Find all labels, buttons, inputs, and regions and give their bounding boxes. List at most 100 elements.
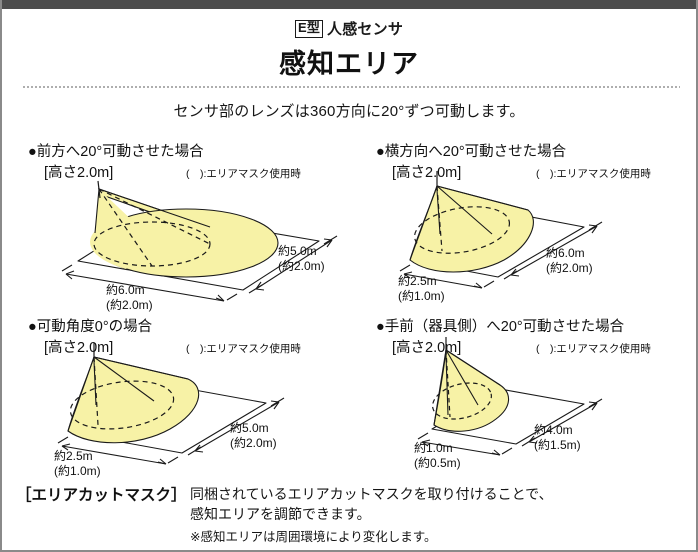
diagram-toward-fixture-20	[417, 337, 603, 456]
panel-title: ●横方向へ20°可動させた場合	[376, 144, 567, 160]
dim-tick-front-a	[61, 264, 73, 272]
cone-edge-mid	[93, 356, 155, 402]
panel-sideways-20: ●横方向へ20°可動させた場合 [高さ2.0m] ( ):エリアマスク使用時	[354, 138, 696, 313]
dim-side-label: 約6.0m (約2.0m)	[546, 246, 593, 275]
dim-tick-front-b	[226, 293, 238, 301]
cone-edge-right	[436, 185, 529, 211]
dim-line-front	[421, 441, 501, 456]
cone-wall-edge-left	[94, 188, 100, 234]
panel-mask-note: ( ):エリアマスク使用時	[186, 343, 301, 355]
dim-arrow-front-right	[491, 449, 501, 456]
detection-cone	[432, 337, 510, 432]
cone-wall-fill	[90, 189, 156, 269]
top-band	[2, 0, 696, 9]
area-cut-mask-note: ［エリアカットマスク］ 同梱されているエリアカットマスクを取り付けることで、 感…	[2, 478, 696, 548]
cone-edge-left	[67, 356, 95, 432]
dim-arrow-front-right	[473, 282, 483, 289]
dim-tick-front-b	[483, 280, 495, 288]
page-title: 感知エリア	[279, 49, 419, 79]
dim-tick-front-b	[167, 456, 179, 464]
detection-cone	[90, 180, 279, 278]
panel-mask-note: ( ):エリアマスク使用時	[186, 168, 301, 180]
panel-mask-note: ( ):エリアマスク使用時	[536, 343, 651, 355]
dim-line-side	[255, 239, 333, 290]
lead-text: センサ部のレンズは360方向に20°ずつ可動します。	[173, 103, 525, 120]
cone-edge-left	[409, 185, 438, 261]
dim-line-side	[528, 402, 598, 443]
dim-tick-front-a	[417, 432, 429, 440]
panel-toward-fixture-20: ●手前（器具側）へ20°可動させた場合 [高さ2.0m] ( ):エリアマスク使…	[354, 313, 696, 488]
dim-side-label: 約4.0m (約1.5m)	[534, 423, 581, 452]
diagram-forward-20	[61, 180, 338, 302]
cone-edge-right	[445, 349, 501, 386]
dim-front-label: 約6.0m (約2.0m)	[106, 283, 153, 312]
cone-axis-lower	[436, 189, 441, 235]
dim-tick-front-b	[501, 447, 513, 455]
dim-arrow-front-right	[157, 458, 167, 465]
cone-axis-lower	[445, 354, 449, 416]
panel-mask-note: ( ):エリアマスク使用時	[536, 168, 651, 180]
cone-edge-mid	[436, 185, 493, 235]
cone-body	[67, 356, 199, 444]
dim-arrow-side-top	[588, 401, 598, 411]
dim-arrow-front-left	[65, 270, 75, 280]
cone-edge-left	[433, 349, 447, 426]
dim-arrow-front-left	[403, 271, 413, 279]
dim-tick-front-a	[57, 436, 69, 444]
cone-hidden-base	[432, 382, 492, 420]
panel-height-label: [高さ2.0m]	[392, 340, 462, 356]
area-cut-mask-line-1: 同梱されているエリアカットマスクを取り付けることで、	[190, 486, 553, 502]
cone-body	[409, 185, 534, 273]
dim-line-front	[61, 445, 167, 465]
dim-front-label: 約1.0m (約0.5m)	[414, 441, 461, 470]
cone-edge-mid	[445, 349, 479, 406]
header-divider	[22, 86, 680, 88]
header-badge-suffix: 人感センサ	[327, 21, 404, 38]
area-cut-mask-line-3: ※感知エリアは周囲環境により変化します。	[190, 530, 437, 544]
panel-forward-20: ●前方へ20°可動させた場合 [高さ2.0m] ( ):エリアマスク使用時	[6, 138, 355, 313]
dim-line-side	[194, 401, 280, 452]
cone-hidden-edges	[98, 188, 211, 267]
dim-arrow-side-top	[270, 400, 280, 410]
panel-title: ●手前（器具側）へ20°可動させた場合	[376, 319, 625, 335]
cone-axis	[97, 180, 101, 199]
panel-title: ●可動角度0°の場合	[28, 319, 153, 335]
dim-arrow-side-bottom	[255, 281, 265, 291]
dim-arrow-side-bottom	[194, 444, 204, 453]
detection-cone	[67, 343, 199, 444]
dim-side-label: 約5.0m (約2.0m)	[230, 421, 277, 450]
dim-arrow-front-right	[215, 294, 225, 302]
dim-arrow-front-left	[421, 439, 431, 447]
area-cut-mask-line-2: 感知エリアを調節できます。	[190, 506, 371, 522]
panel-height-label: [高さ2.0m]	[44, 340, 114, 356]
dim-front-label: 約2.5m (約1.0m)	[398, 274, 445, 303]
dim-tick-front-a	[399, 264, 411, 272]
dim-side-label: 約5.0m (約2.0m)	[278, 244, 325, 273]
model-type-badge: E型	[294, 20, 324, 38]
dim-line-side	[510, 225, 598, 276]
dim-arrow-side-bottom	[528, 435, 538, 444]
panel-angle-0: ●可動角度0°の場合 [高さ2.0m] ( ):エリアマスク使用時	[6, 313, 355, 488]
cone-body	[433, 349, 510, 432]
diagram-sideways-20	[399, 171, 603, 289]
cone-axis-lower	[93, 360, 97, 406]
panel-height-label: [高さ2.0m]	[44, 165, 114, 181]
detection-cone	[409, 171, 534, 273]
dim-arrow-side-bottom	[510, 268, 520, 277]
dim-arrow-side-top	[323, 238, 333, 248]
cone-edge-right	[93, 356, 189, 380]
header-badge-row: E型 人感センサ	[2, 18, 696, 39]
dim-line-front	[403, 273, 483, 289]
diagram-angle-0	[57, 343, 285, 465]
dim-arrow-side-top	[588, 224, 598, 234]
cone-hidden-base	[69, 380, 175, 430]
cone-hidden-base	[413, 206, 511, 254]
cone-wall-edge-right	[98, 188, 211, 228]
area-cut-mask-label: ［エリアカットマスク］	[16, 487, 187, 504]
dim-front-label: 約2.5m (約1.0m)	[54, 449, 101, 478]
panel-title: ●前方へ20°可動させた場合	[28, 144, 204, 160]
dim-arrow-front-left	[61, 443, 71, 451]
panel-height-label: [高さ2.0m]	[392, 165, 462, 181]
dim-line-front	[65, 273, 225, 302]
